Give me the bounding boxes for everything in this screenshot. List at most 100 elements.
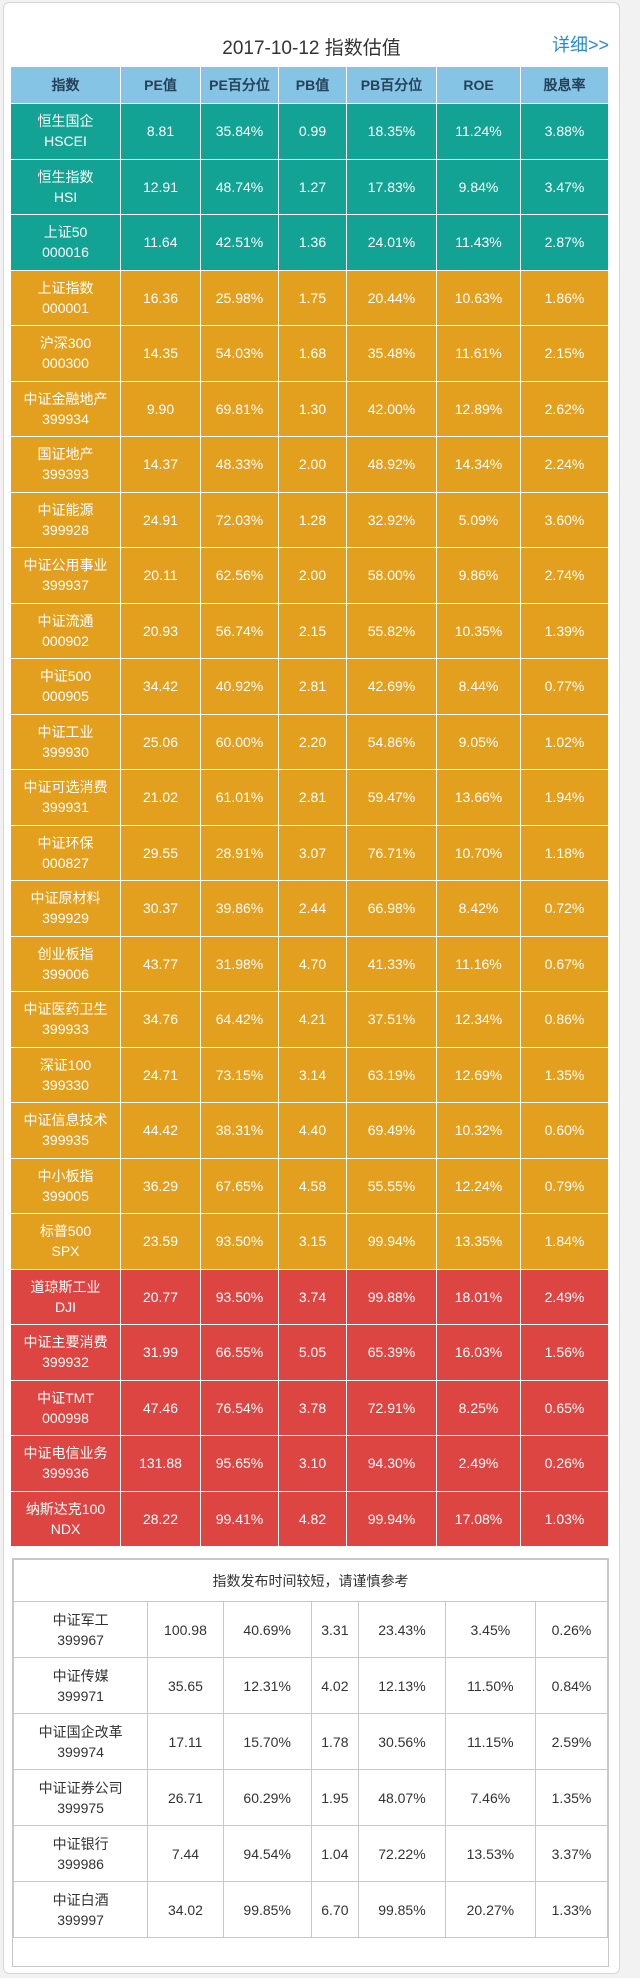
- table-row[interactable]: 中证原材料 399929 30.37 39.86% 2.44 66.98% 8.42% 0.7…: [10, 880, 609, 937]
- index-cell[interactable]: 中证军工 399967: [12, 1601, 149, 1658]
- index-cell[interactable]: 中证信息技术 399935: [10, 1102, 121, 1159]
- index-cell[interactable]: 创业板指 399006: [10, 935, 121, 992]
- header-roe[interactable]: ROE: [436, 66, 521, 104]
- table-row[interactable]: 中证信息技术 399935 44.42 38.31% 4.40 69.49% 10.32% 0…: [10, 1102, 609, 1159]
- table-row[interactable]: 恒生国企 HSCEI 8.81 35.84% 0.99 18.35% 11.24% 3.88%: [10, 103, 609, 160]
- index-cell[interactable]: 中证500 000905: [10, 658, 121, 715]
- roe-value: 11.16%: [436, 935, 521, 992]
- index-cell[interactable]: 中证原材料 399929: [10, 880, 121, 937]
- table-row[interactable]: 中证军工 399967 100.98 40.69% 3.31 23.43% 3.45% 0.2…: [12, 1601, 609, 1658]
- secondary-table: 指数发布时间较短，请谨慎参考 中证军工 399967 100.98 40.69% 3.3…: [12, 1559, 609, 1938]
- index-cell[interactable]: 中证白酒 399997: [12, 1881, 149, 1938]
- index-cell[interactable]: 中证医药卫生 399933: [10, 991, 121, 1048]
- table-row[interactable]: 标普500 SPX 23.59 93.50% 3.15 99.94% 13.35% 1.84%: [10, 1213, 609, 1270]
- index-cell[interactable]: 沪深300 000300: [10, 325, 121, 382]
- table-row[interactable]: 中证能源 399928 24.91 72.03% 1.28 32.92% 5.09% 3.60…: [10, 491, 609, 548]
- table-row[interactable]: 创业板指 399006 43.77 31.98% 4.70 41.33% 11.16% 0.6…: [10, 935, 609, 992]
- pe-value: 100.98: [147, 1601, 224, 1658]
- index-code: 000001: [42, 299, 89, 316]
- index-cell[interactable]: 标普500 SPX: [10, 1213, 121, 1270]
- table-row[interactable]: 深证100 399330 24.71 73.15% 3.14 63.19% 12.69% 1.…: [10, 1046, 609, 1103]
- index-cell[interactable]: 中证TMT 000998: [10, 1379, 121, 1436]
- index-code: SPX: [51, 1243, 80, 1260]
- index-cell[interactable]: 中证能源 399928: [10, 491, 121, 548]
- index-cell[interactable]: 上证指数 000001: [10, 269, 121, 326]
- table-row[interactable]: 中证环保 000827 29.55 28.91% 3.07 76.71% 10.70% 1.1…: [10, 824, 609, 881]
- index-cell[interactable]: 深证100 399330: [10, 1046, 121, 1103]
- header-index[interactable]: 指数: [10, 66, 121, 104]
- pe-percentile: 93.50%: [200, 1268, 279, 1325]
- header-pb-percentile[interactable]: PB百分位: [346, 66, 437, 104]
- index-cell[interactable]: 中小板指 399005: [10, 1157, 121, 1214]
- pe-value: 9.90: [120, 380, 201, 437]
- index-name: 中证流通: [37, 612, 94, 629]
- detail-link[interactable]: 详细>>: [551, 35, 609, 55]
- dividend-yield: 2.87%: [520, 214, 609, 271]
- roe-value: 7.46%: [444, 1769, 536, 1826]
- index-cell[interactable]: 上证50 000016: [10, 214, 121, 271]
- index-cell[interactable]: 纳斯达克100 NDX: [10, 1490, 121, 1547]
- pb-value: 3.10: [278, 1435, 347, 1492]
- index-name: 道琼斯工业: [30, 1278, 101, 1295]
- table-row[interactable]: 中证传媒 399971 35.65 12.31% 4.02 12.13% 11.50% 0.8…: [12, 1657, 609, 1714]
- index-cell[interactable]: 道琼斯工业 DJI: [10, 1268, 121, 1325]
- header-dividend-yield[interactable]: 股息率: [520, 66, 609, 104]
- pe-percentile: 95.65%: [200, 1435, 279, 1492]
- pe-value: 20.11: [120, 547, 201, 604]
- header-pe-percentile[interactable]: PE百分位: [200, 66, 279, 104]
- index-name: 中证TMT: [37, 1389, 94, 1406]
- index-cell[interactable]: 中证工业 399930: [10, 713, 121, 770]
- index-cell[interactable]: 中证可选消费 399931: [10, 769, 121, 826]
- header-pe[interactable]: PE值: [120, 66, 201, 104]
- table-row[interactable]: 纳斯达克100 NDX 28.22 99.41% 4.82 99.94% 17.08% 1.0…: [10, 1490, 609, 1547]
- pe-value: 20.93: [120, 602, 201, 659]
- table-row[interactable]: 上证50 000016 11.64 42.51% 1.36 24.01% 11.43% 2.8…: [10, 214, 609, 271]
- table-row[interactable]: 中证白酒 399997 34.02 99.85% 6.70 99.85% 20.27% 1.3…: [12, 1881, 609, 1938]
- table-row[interactable]: 中证证券公司 399975 26.71 60.29% 1.95 48.07% 7.46% 1.…: [12, 1769, 609, 1826]
- table-row[interactable]: 恒生指数 HSI 12.91 48.74% 1.27 17.83% 9.84% 3.47%: [10, 158, 609, 215]
- index-cell[interactable]: 中证银行 399986: [12, 1825, 149, 1882]
- index-cell[interactable]: 中证环保 000827: [10, 824, 121, 881]
- pe-percentile: 25.98%: [200, 269, 279, 326]
- index-cell[interactable]: 国证地产 399393: [10, 436, 121, 493]
- table-row[interactable]: 中证医药卫生 399933 34.76 64.42% 4.21 37.51% 12.34% 0…: [10, 991, 609, 1048]
- header-pb[interactable]: PB值: [278, 66, 347, 104]
- pb-value: 2.81: [278, 658, 347, 715]
- table-row[interactable]: 沪深300 000300 14.35 54.03% 1.68 35.48% 11.61% 2.…: [10, 325, 609, 382]
- table-row[interactable]: 中证500 000905 34.42 40.92% 2.81 42.69% 8.44% 0.7…: [10, 658, 609, 715]
- table-row[interactable]: 中证电信业务 399936 131.88 95.65% 3.10 94.30% 2.49% 0…: [10, 1435, 609, 1492]
- index-cell[interactable]: 恒生国企 HSCEI: [10, 103, 121, 160]
- table-row[interactable]: 中证工业 399930 25.06 60.00% 2.20 54.86% 9.05% 1.02…: [10, 713, 609, 770]
- table-row[interactable]: 中证TMT 000998 47.46 76.54% 3.78 72.91% 8.25% 0.6…: [10, 1379, 609, 1436]
- index-code: 000300: [42, 355, 89, 372]
- index-name: 中小板指: [37, 1167, 94, 1184]
- index-cell[interactable]: 中证公用事业 399937: [10, 547, 121, 604]
- index-cell[interactable]: 中证证券公司 399975: [12, 1769, 149, 1826]
- index-code: HSCEI: [44, 133, 87, 150]
- table-row[interactable]: 中证主要消费 399932 31.99 66.55% 5.05 65.39% 16.03% 1…: [10, 1324, 609, 1381]
- table-row[interactable]: 中证可选消费 399931 21.02 61.01% 2.81 59.47% 13.66% 1…: [10, 769, 609, 826]
- pe-percentile: 93.50%: [200, 1213, 279, 1270]
- roe-value: 10.35%: [436, 602, 521, 659]
- index-cell[interactable]: 中证传媒 399971: [12, 1657, 149, 1714]
- index-cell[interactable]: 中证流通 000902: [10, 602, 121, 659]
- table-row[interactable]: 中证银行 399986 7.44 94.54% 1.04 72.22% 13.53% 3.37…: [12, 1825, 609, 1882]
- dividend-yield: 1.39%: [520, 602, 609, 659]
- table-row[interactable]: 中证金融地产 399934 9.90 69.81% 1.30 42.00% 12.89% 2.…: [10, 380, 609, 437]
- table-row[interactable]: 国证地产 399393 14.37 48.33% 2.00 48.92% 14.34% 2.2…: [10, 436, 609, 493]
- pb-value: 3.14: [278, 1046, 347, 1103]
- table-row[interactable]: 中证流通 000902 20.93 56.74% 2.15 55.82% 10.35% 1.3…: [10, 602, 609, 659]
- table-row[interactable]: 上证指数 000001 16.36 25.98% 1.75 20.44% 10.63% 1.8…: [10, 269, 609, 326]
- index-cell[interactable]: 中证金融地产 399934: [10, 380, 121, 437]
- index-cell[interactable]: 中证主要消费 399932: [10, 1324, 121, 1381]
- table-row[interactable]: 中证公用事业 399937 20.11 62.56% 2.00 58.00% 9.86% 2.…: [10, 547, 609, 604]
- dividend-yield: 1.94%: [520, 769, 609, 826]
- table-row[interactable]: 中证国企改革 399974 17.11 15.70% 1.78 30.56% 11.15% 2…: [12, 1713, 609, 1770]
- table-row[interactable]: 中小板指 399005 36.29 67.65% 4.58 55.55% 12.24% 0.7…: [10, 1157, 609, 1214]
- index-cell[interactable]: 中证国企改革 399974: [12, 1713, 149, 1770]
- pb-value: 1.68: [278, 325, 347, 382]
- index-cell[interactable]: 中证电信业务 399936: [10, 1435, 121, 1492]
- index-code: 000902: [42, 632, 89, 649]
- table-row[interactable]: 道琼斯工业 DJI 20.77 93.50% 3.74 99.88% 18.01% 2.49%: [10, 1268, 609, 1325]
- index-cell[interactable]: 恒生指数 HSI: [10, 158, 121, 215]
